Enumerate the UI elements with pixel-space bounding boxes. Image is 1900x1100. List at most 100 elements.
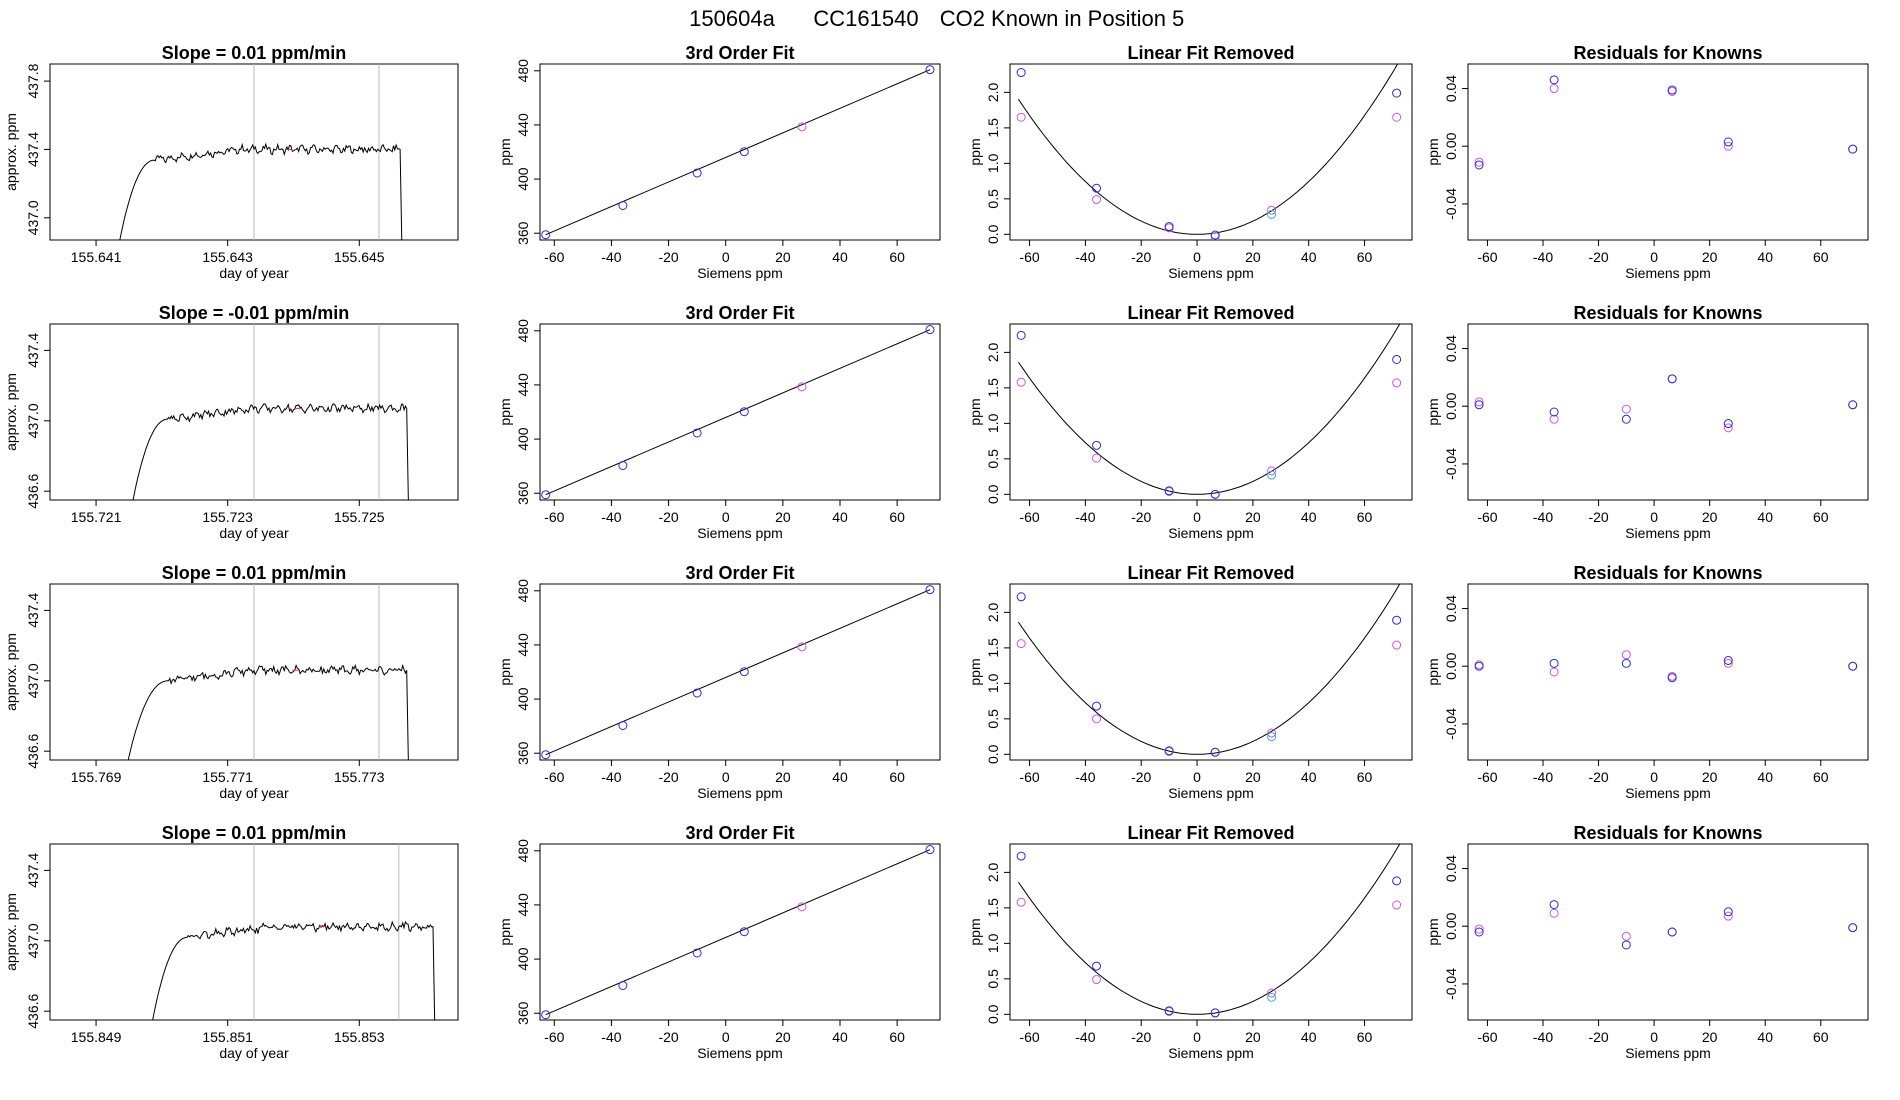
y-tick-label: 437.0 [25, 923, 41, 958]
x-tick-label: 40 [1757, 1029, 1773, 1045]
quadratic-curve [1017, 324, 1401, 495]
magenta-point [1016, 897, 1026, 907]
plot-frame [1467, 63, 1869, 241]
plot-marks [132, 324, 409, 500]
magenta-point [1016, 377, 1026, 387]
plot-marks [541, 845, 935, 1020]
y-axis-label: ppm [1425, 918, 1441, 945]
x-tick-label: 40 [1301, 769, 1317, 785]
y-tick-label: 2.0 [985, 82, 1001, 102]
panel-grid: Slope = 0.01 ppm/min 155.641 155.643 155.64… [3, 43, 1869, 1061]
x-tick-label: 60 [889, 509, 905, 525]
magenta-point [1392, 112, 1402, 122]
fit-line [545, 589, 931, 756]
panel-title: Residuals for Knowns [1573, 563, 1762, 583]
y-tick-label: 437.0 [25, 663, 41, 698]
x-axis-label: Siemens ppm [1168, 1045, 1254, 1061]
plot-frame [1467, 843, 1869, 1021]
x-tick-label: 20 [1245, 1029, 1261, 1045]
x-tick-label: 155.645 [334, 249, 385, 265]
y-axis-label: ppm [967, 138, 983, 165]
x-tick-label: 20 [1702, 1029, 1718, 1045]
page-title-tank-id: CC161540 [813, 6, 918, 31]
y-tick-label: -0.04 [1443, 188, 1459, 220]
magenta-point [1267, 988, 1277, 998]
blue-point [1723, 419, 1733, 429]
x-tick-label: 155.643 [202, 249, 253, 265]
y-axis-label: ppm [1425, 398, 1441, 425]
page-title-description: CO2 Known in Position 5 [940, 6, 1185, 31]
blue-point [1392, 354, 1402, 364]
y-tick-label: 2.0 [985, 862, 1001, 882]
magenta-point [1092, 714, 1102, 724]
y-tick-label: 440 [515, 633, 531, 657]
magenta-point [1267, 728, 1277, 738]
page-title: 150604a CC161540 CO2 Known in Position 5 [689, 6, 1184, 31]
data-point [618, 200, 628, 210]
y-axis-label: approx. ppm [3, 373, 19, 451]
data-point [692, 428, 702, 438]
magenta-point [1016, 639, 1026, 649]
y-tick-label: 437.4 [25, 333, 41, 368]
data-point [692, 948, 702, 958]
panel-linear_removed-row-3: Linear Fit Removed -60 -40 -20 0 20 40 60 0.0 0.5… [967, 563, 1413, 801]
plot-marks [1474, 374, 1858, 433]
y-tick-label: 437.4 [25, 132, 41, 167]
x-tick-label: 20 [1702, 769, 1718, 785]
panel-title: Slope = 0.01 ppm/min [162, 823, 347, 843]
panel-residuals-row-1: Residuals for Knowns -60 -40 -20 0 20 40 60 -0.0… [1425, 43, 1869, 281]
data-point [692, 688, 702, 698]
x-tick-label: -60 [1019, 249, 1039, 265]
x-tick-label: -40 [601, 769, 621, 785]
y-axis-label: ppm [1425, 658, 1441, 685]
y-tick-label: 360 [515, 1001, 531, 1025]
x-tick-label: 60 [1813, 769, 1829, 785]
plot-marks [1474, 650, 1858, 683]
x-tick-label: 155.849 [71, 1029, 122, 1045]
data-point [618, 980, 628, 990]
panel-timeseries-row-1: Slope = 0.01 ppm/min 155.641 155.643 155.64… [3, 43, 459, 281]
panel-title: Residuals for Knowns [1573, 303, 1762, 323]
magenta-point [1723, 911, 1733, 921]
page-title-run-id: 150604a [689, 6, 775, 31]
x-tick-label: -20 [658, 769, 678, 785]
blue-point [1474, 400, 1484, 410]
y-tick-label: 436.6 [25, 473, 41, 508]
data-point [739, 147, 749, 157]
data-point [797, 642, 807, 652]
x-tick-label: 155.641 [71, 249, 122, 265]
y-tick-label: 0.00 [1443, 132, 1459, 159]
panel-linear_removed-row-1: Linear Fit Removed -60 -40 -20 0 20 40 60 0.0 0.5… [967, 43, 1413, 281]
plot-marks [1016, 844, 1402, 1018]
y-tick-label: 360 [515, 741, 531, 765]
blue-point [1723, 137, 1733, 147]
blue-point [1016, 330, 1026, 340]
magenta-point [1092, 975, 1102, 985]
y-tick-label: 0.0 [985, 1004, 1001, 1024]
blue-point [1848, 661, 1858, 671]
panel-title: Residuals for Knowns [1573, 823, 1762, 843]
cyan-point [1267, 992, 1277, 1002]
x-tick-label: 155.725 [334, 509, 385, 525]
concentration-trace [132, 402, 409, 500]
x-tick-label: 40 [1301, 249, 1317, 265]
x-tick-label: -60 [544, 1029, 564, 1045]
x-tick-label: 155.851 [202, 1029, 253, 1045]
panel-title: 3rd Order Fit [685, 823, 794, 843]
panel-linear_removed-row-2: Linear Fit Removed -60 -40 -20 0 20 40 60 0.0 0.5… [967, 303, 1413, 541]
x-tick-label: -60 [1477, 769, 1497, 785]
quadratic-curve [1017, 584, 1401, 755]
x-tick-label: 60 [1357, 509, 1373, 525]
x-tick-label: 0 [722, 509, 730, 525]
x-tick-label: 40 [832, 1029, 848, 1045]
y-tick-label: 0.00 [1443, 392, 1459, 419]
magenta-point [1549, 908, 1559, 918]
y-tick-label: -0.04 [1443, 708, 1459, 740]
x-tick-label: -20 [658, 249, 678, 265]
x-tick-label: 60 [1357, 1029, 1373, 1045]
x-tick-label: 40 [1757, 769, 1773, 785]
blue-point [1016, 592, 1026, 602]
blue-point [1016, 68, 1026, 78]
panel-timeseries-row-4: Slope = 0.01 ppm/min 155.849 155.851 155.85… [3, 823, 459, 1061]
x-tick-label: -20 [658, 509, 678, 525]
